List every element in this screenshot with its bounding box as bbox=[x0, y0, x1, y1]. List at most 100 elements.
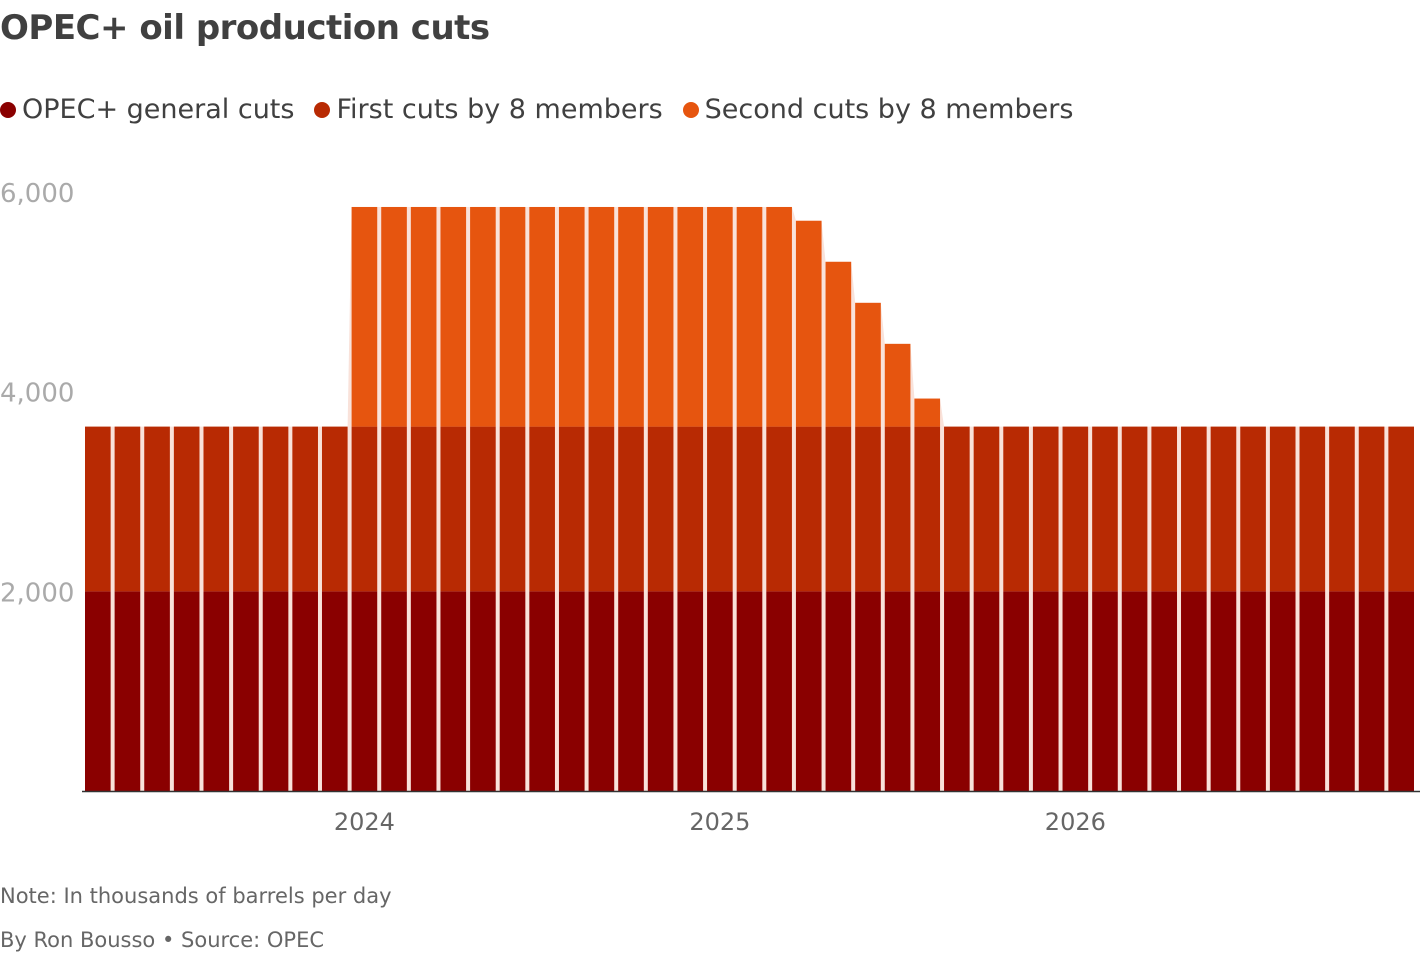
bar-second-2025-08 bbox=[914, 398, 941, 427]
bar-first-2023-04 bbox=[85, 426, 111, 592]
bar-second-2024-05 bbox=[470, 206, 496, 427]
bar-first-2025-02 bbox=[736, 426, 763, 592]
bar-first-2023-06 bbox=[144, 426, 170, 592]
bar-first-2023-09 bbox=[233, 426, 259, 592]
bar-general-2025-01 bbox=[707, 591, 733, 791]
bar-first-2025-06 bbox=[855, 426, 881, 592]
bar-general-2025-02 bbox=[736, 591, 763, 791]
legend-swatch bbox=[314, 101, 331, 118]
bar-general-2023-04 bbox=[85, 591, 111, 791]
bar-general-2024-06 bbox=[499, 591, 526, 791]
x-tick-label: 2025 bbox=[689, 808, 750, 836]
bar-general-2023-09 bbox=[233, 591, 259, 791]
bar-first-2024-07 bbox=[529, 426, 555, 592]
bar-general-2025-11 bbox=[1003, 591, 1029, 791]
bar-general-2024-10 bbox=[618, 591, 644, 791]
bar-general-2023-05 bbox=[114, 591, 141, 791]
bar-second-2025-02 bbox=[736, 206, 763, 427]
bar-general-2025-05 bbox=[825, 591, 852, 791]
bar-first-2025-04 bbox=[795, 426, 822, 592]
bar-second-2025-06 bbox=[855, 302, 881, 427]
legend-swatch bbox=[682, 101, 699, 118]
bar-general-2024-11 bbox=[647, 591, 674, 791]
bar-first-2023-07 bbox=[173, 426, 200, 592]
bar-first-2025-03 bbox=[766, 426, 792, 592]
bar-first-2024-12 bbox=[677, 426, 704, 592]
bar-first-2023-11 bbox=[292, 426, 318, 592]
bar-first-2026-11 bbox=[1358, 426, 1385, 592]
bar-general-2025-04 bbox=[795, 591, 822, 791]
y-tick-label: 6,000 bbox=[0, 179, 74, 209]
legend-item-general: OPEC+ general cuts bbox=[0, 94, 294, 125]
bar-first-2024-04 bbox=[440, 426, 467, 592]
bar-second-2024-01 bbox=[351, 206, 378, 427]
bar-second-2024-06 bbox=[499, 206, 526, 427]
bar-first-2025-10 bbox=[973, 426, 1000, 592]
note: Note: In thousands of barrels per day bbox=[0, 884, 392, 908]
bar-general-2026-04 bbox=[1151, 591, 1178, 791]
bar-second-2025-07 bbox=[884, 343, 911, 427]
bar-first-2024-10 bbox=[618, 426, 644, 592]
bar-first-2023-12 bbox=[321, 426, 348, 592]
bar-general-2026-05 bbox=[1181, 591, 1207, 791]
bar-first-2026-09 bbox=[1299, 426, 1326, 592]
bar-second-2025-04 bbox=[795, 220, 822, 427]
legend-label: First cuts by 8 members bbox=[336, 94, 663, 125]
bar-general-2023-07 bbox=[173, 591, 200, 791]
bar-first-2026-08 bbox=[1269, 426, 1296, 592]
bar-first-2026-04 bbox=[1151, 426, 1178, 592]
bar-second-2024-04 bbox=[440, 206, 467, 427]
bar-general-2026-07 bbox=[1240, 591, 1266, 791]
bar-first-2024-02 bbox=[381, 426, 407, 592]
bar-general-2024-12 bbox=[677, 591, 704, 791]
bar-general-2025-03 bbox=[766, 591, 792, 791]
bar-general-2024-03 bbox=[410, 591, 437, 791]
bar-second-2025-05 bbox=[825, 261, 852, 427]
bar-first-2025-05 bbox=[825, 426, 852, 592]
bar-first-2023-05 bbox=[114, 426, 141, 592]
bar-general-2026-02 bbox=[1092, 591, 1118, 791]
bar-general-2023-12 bbox=[321, 591, 348, 791]
bar-general-2025-07 bbox=[884, 591, 911, 791]
bar-general-2024-01 bbox=[351, 591, 378, 791]
bar-first-2026-01 bbox=[1062, 426, 1089, 592]
bar-first-2025-08 bbox=[914, 426, 941, 592]
bar-first-2025-01 bbox=[707, 426, 733, 592]
bar-general-2023-08 bbox=[203, 591, 230, 791]
byline: By Ron Bousso • Source: OPEC bbox=[0, 928, 325, 952]
bar-general-2024-05 bbox=[470, 591, 496, 791]
bar-first-2025-09 bbox=[944, 426, 970, 592]
bar-first-2024-06 bbox=[499, 426, 526, 592]
bar-general-2026-10 bbox=[1329, 591, 1355, 791]
bar-first-2026-12 bbox=[1388, 426, 1414, 592]
bar-second-2024-08 bbox=[558, 206, 585, 427]
bar-first-2026-06 bbox=[1210, 426, 1237, 592]
bar-general-2025-10 bbox=[973, 591, 1000, 791]
bar-general-2025-08 bbox=[914, 591, 941, 791]
bar-first-2023-08 bbox=[203, 426, 230, 592]
bar-second-2025-01 bbox=[707, 206, 733, 427]
bar-first-2026-10 bbox=[1329, 426, 1355, 592]
bar-general-2024-04 bbox=[440, 591, 467, 791]
legend-item-second: Second cuts by 8 members bbox=[682, 94, 1074, 125]
x-tick-label: 2024 bbox=[334, 808, 395, 836]
bar-first-2026-02 bbox=[1092, 426, 1118, 592]
legend-label: Second cuts by 8 members bbox=[704, 94, 1074, 125]
bar-second-2024-09 bbox=[588, 206, 615, 427]
bar-general-2026-11 bbox=[1358, 591, 1385, 791]
bar-second-2024-10 bbox=[618, 206, 644, 427]
bar-first-2024-08 bbox=[558, 426, 585, 592]
bar-general-2025-06 bbox=[855, 591, 881, 791]
y-tick-label: 4,000 bbox=[0, 379, 74, 409]
bar-general-2026-01 bbox=[1062, 591, 1089, 791]
bar-general-2024-08 bbox=[558, 591, 585, 791]
legend: OPEC+ general cuts First cuts by 8 membe… bbox=[0, 94, 1093, 125]
legend-item-first: First cuts by 8 members bbox=[314, 94, 663, 125]
bar-general-2024-07 bbox=[529, 591, 555, 791]
bar-general-2026-08 bbox=[1269, 591, 1296, 791]
bar-general-2024-02 bbox=[381, 591, 407, 791]
bar-general-2024-09 bbox=[588, 591, 615, 791]
legend-label: OPEC+ general cuts bbox=[22, 94, 295, 125]
bar-first-2024-09 bbox=[588, 426, 615, 592]
